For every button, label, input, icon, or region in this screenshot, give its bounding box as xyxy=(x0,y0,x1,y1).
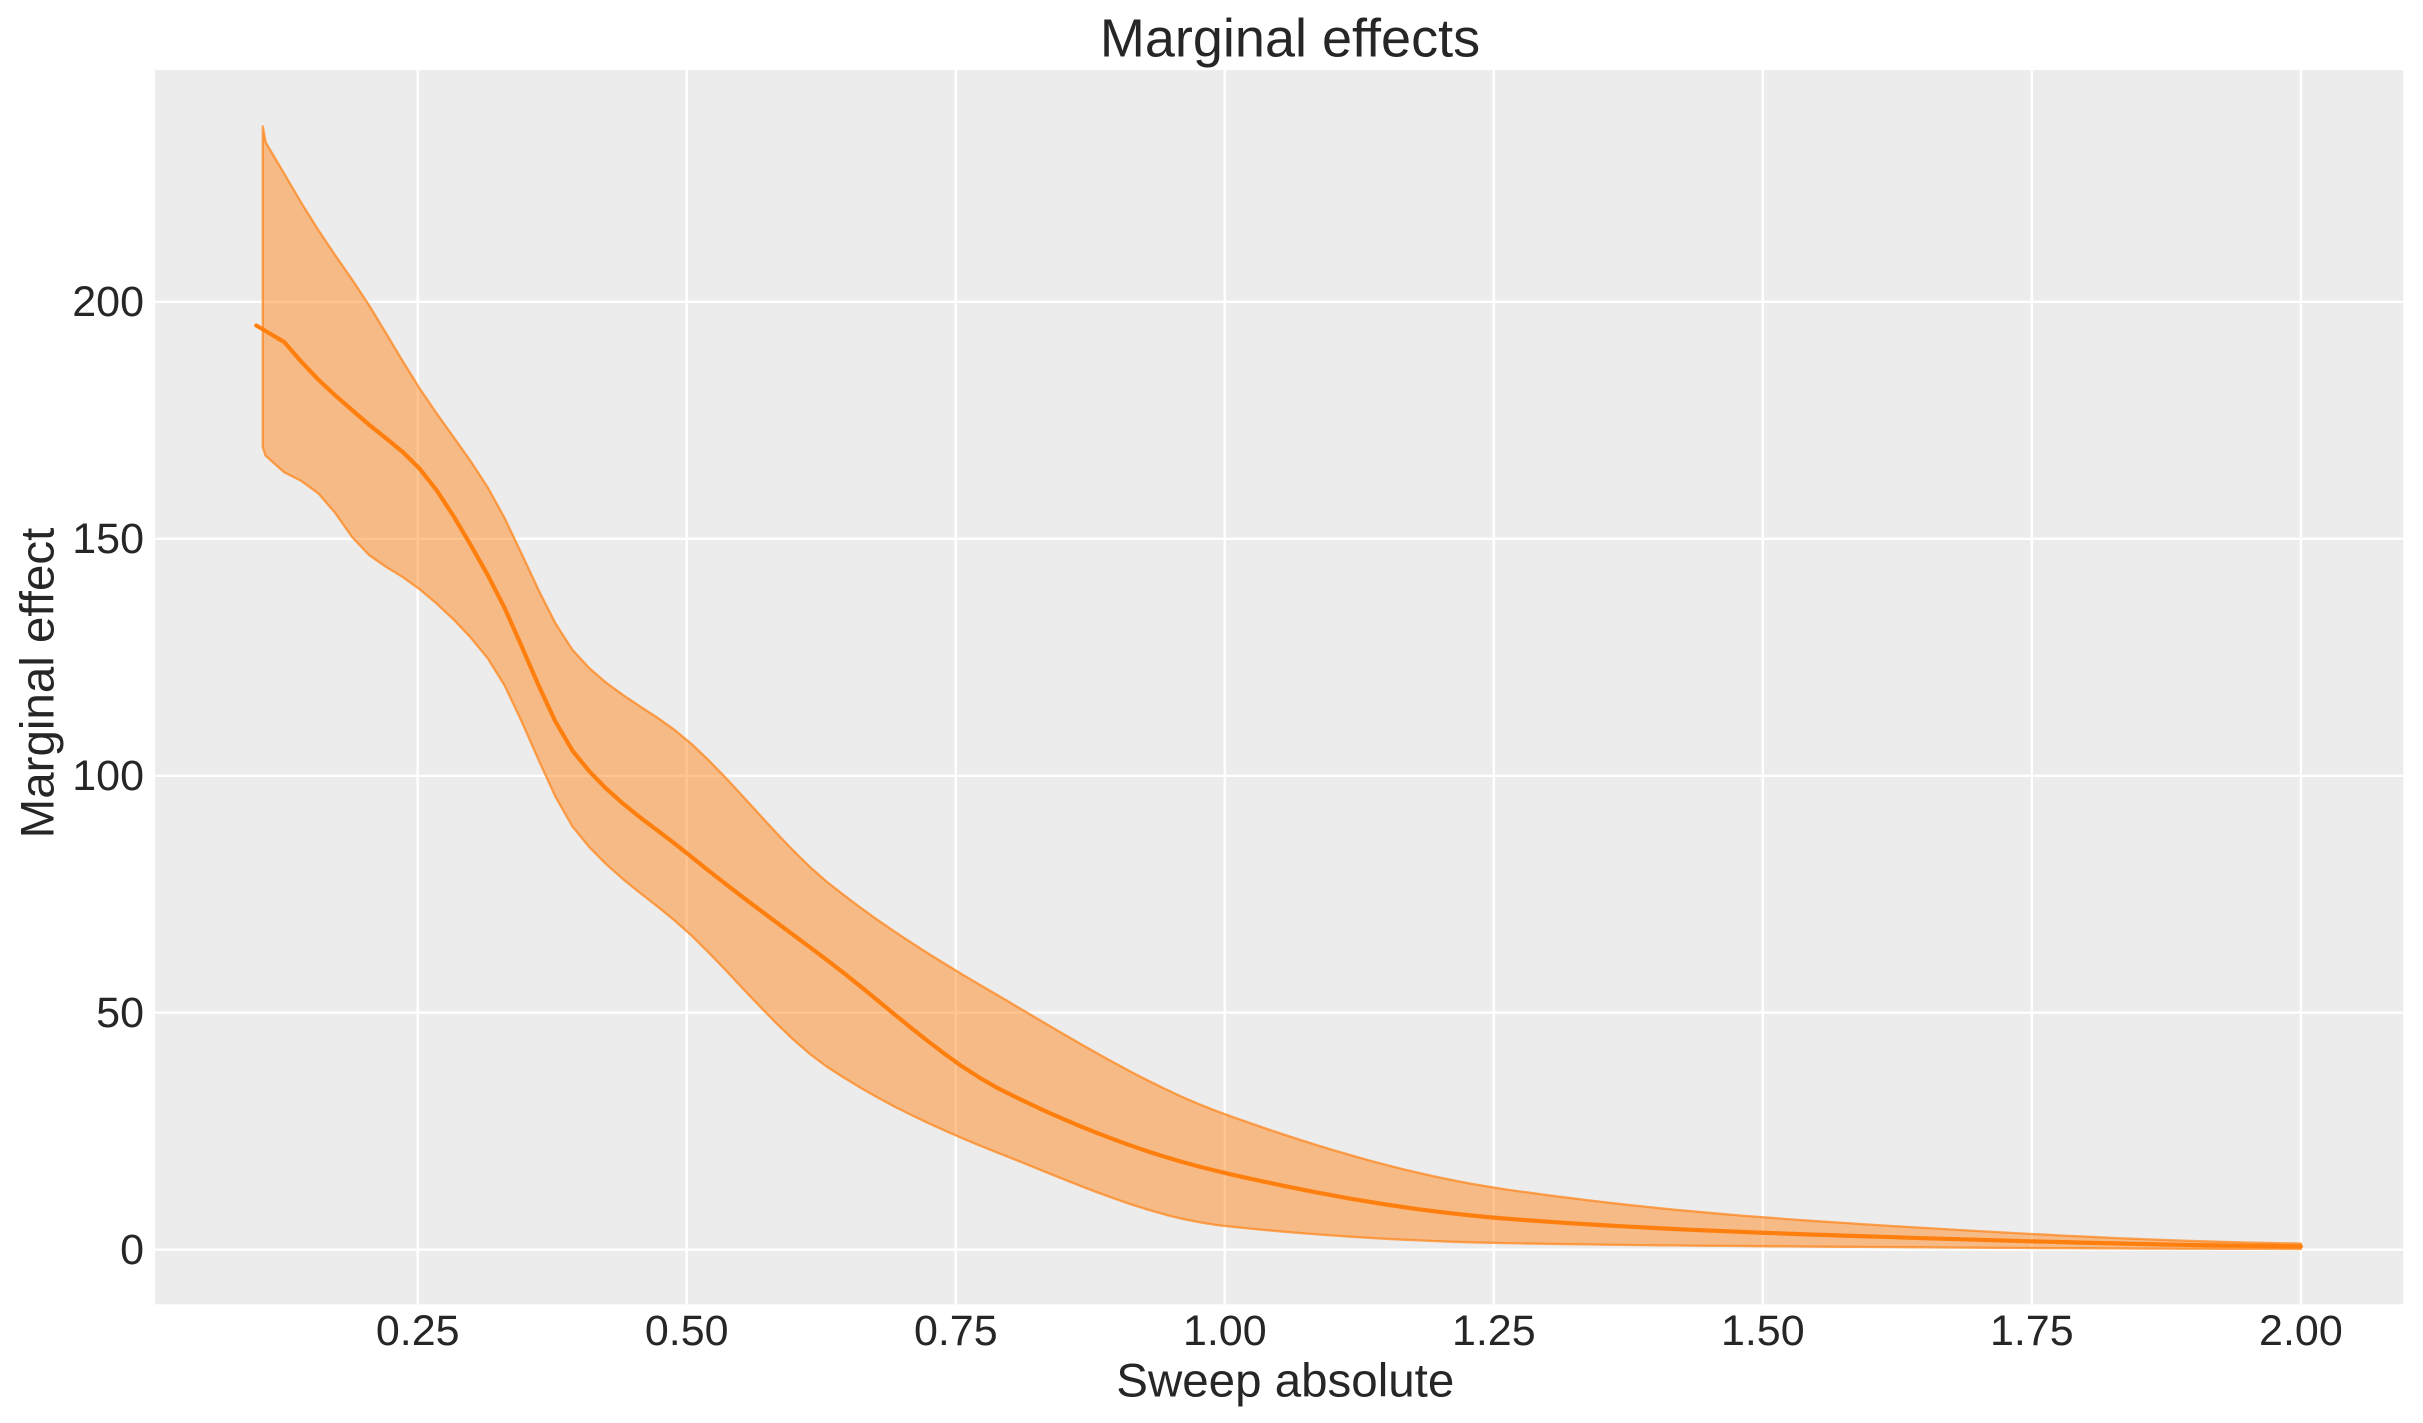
svg-text:0: 0 xyxy=(120,1226,144,1274)
svg-text:Sweep absolute: Sweep absolute xyxy=(1116,1354,1454,1407)
svg-text:100: 100 xyxy=(72,752,144,800)
svg-text:Marginal effects: Marginal effects xyxy=(1100,9,1480,69)
svg-text:0.25: 0.25 xyxy=(376,1307,460,1355)
svg-text:150: 150 xyxy=(72,515,144,563)
svg-text:0.75: 0.75 xyxy=(914,1307,998,1355)
svg-text:Marginal effect: Marginal effect xyxy=(12,528,65,839)
svg-text:50: 50 xyxy=(96,989,144,1037)
svg-text:1.00: 1.00 xyxy=(1183,1307,1267,1355)
svg-text:200: 200 xyxy=(72,278,144,326)
svg-text:1.50: 1.50 xyxy=(1721,1307,1805,1355)
svg-text:1.25: 1.25 xyxy=(1452,1307,1536,1355)
svg-text:2.00: 2.00 xyxy=(2259,1307,2343,1355)
svg-text:1.75: 1.75 xyxy=(1990,1307,2074,1355)
svg-text:0.50: 0.50 xyxy=(645,1307,729,1355)
